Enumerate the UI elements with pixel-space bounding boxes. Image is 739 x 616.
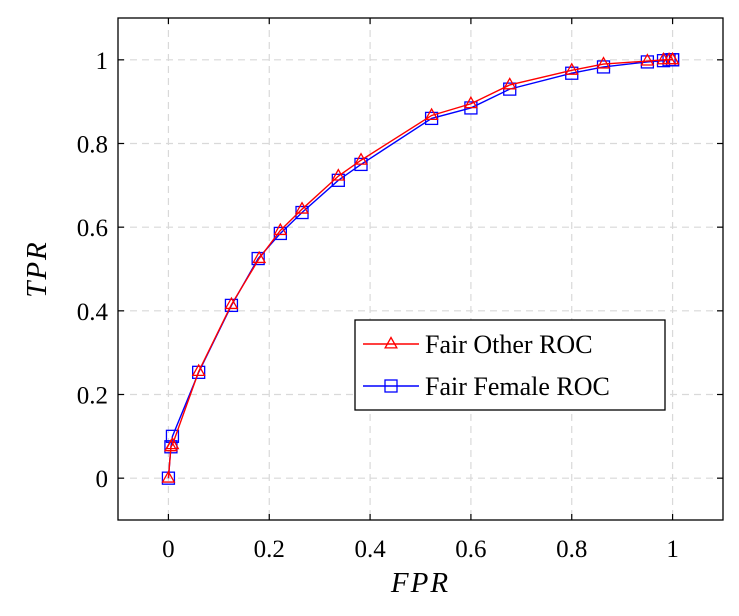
y-tick-label: 0.8 xyxy=(77,132,108,159)
triangle-point xyxy=(165,436,180,450)
y-tick-label: 0.4 xyxy=(77,299,109,326)
triangle-point xyxy=(331,168,346,181)
triangle-point xyxy=(424,107,439,121)
x-tick-label: 0.8 xyxy=(556,536,587,563)
legend-label-fair-other: Fair Other ROC xyxy=(425,330,593,359)
triangle-point xyxy=(596,56,611,69)
legend-triangle-marker xyxy=(384,336,398,349)
plot-frame xyxy=(117,17,724,521)
triangle-point xyxy=(502,77,517,90)
x-tick-label: 1 xyxy=(666,536,679,563)
square-point xyxy=(192,365,206,379)
series-fair-female xyxy=(161,53,680,485)
triangle-point xyxy=(564,62,579,75)
x-tick-label: 0.2 xyxy=(254,536,285,563)
series-layer xyxy=(161,52,680,485)
x-tick-label: 0.4 xyxy=(354,536,386,563)
line-fair-other xyxy=(167,59,673,479)
triangle-point xyxy=(463,95,478,109)
tick-layer: 0 0.2 0.4 0.6 0.8 1 0 0.2 0.4 0.6 0.8 1 xyxy=(77,18,723,563)
legend-box xyxy=(354,319,666,411)
x-tick-label: 0 xyxy=(162,536,175,563)
y-tick-label: 0.6 xyxy=(77,215,108,242)
triangle-point xyxy=(191,363,206,377)
legend: Fair Other ROC Fair Female ROC xyxy=(354,319,666,411)
triangle-point xyxy=(665,52,680,65)
legend-entry-fair-female: Fair Female ROC xyxy=(363,372,610,401)
triangle-point xyxy=(252,250,267,264)
legend-entry-fair-other: Fair Other ROC xyxy=(363,330,593,359)
triangle-point xyxy=(295,201,309,214)
legend-square-marker xyxy=(384,379,398,393)
triangle-point xyxy=(354,152,368,165)
x-axis-title: FPR xyxy=(390,567,450,599)
x-tick-label: 0.6 xyxy=(455,536,486,563)
triangle-point xyxy=(224,296,239,310)
y-axis-title: TPR xyxy=(21,240,53,298)
y-tick-label: 0 xyxy=(96,466,109,493)
triangle-point xyxy=(640,53,655,66)
triangle-point xyxy=(161,470,176,483)
triangle-point xyxy=(273,222,288,236)
y-tick-label: 0.2 xyxy=(77,383,108,410)
y-tick-label: 1 xyxy=(96,48,109,75)
square-point xyxy=(224,298,239,313)
grid-layer xyxy=(118,18,723,520)
legend-label-fair-female: Fair Female ROC xyxy=(425,372,610,401)
series-fair-other xyxy=(161,52,680,483)
